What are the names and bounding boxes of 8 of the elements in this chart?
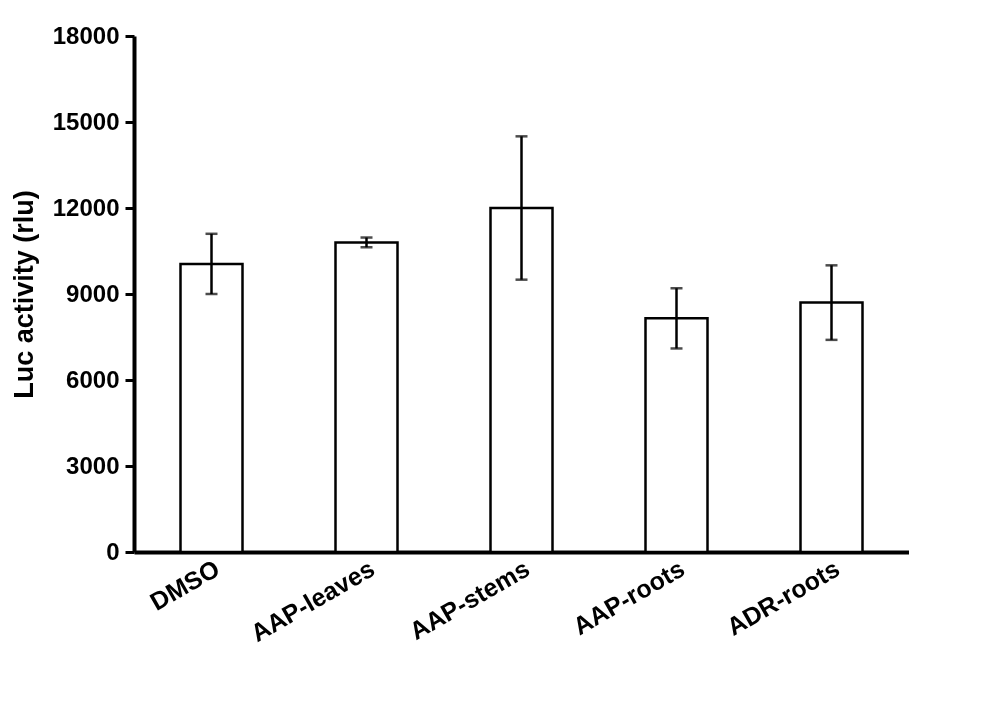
y-axis-title: Luc activity (rlu) — [8, 190, 39, 399]
y-tick-label: 3000 — [66, 451, 120, 479]
y-tick-label: 18000 — [52, 21, 120, 49]
y-tick-label: 15000 — [52, 107, 120, 135]
y-tick-label: 6000 — [66, 365, 120, 393]
y-tick-label: 12000 — [52, 193, 120, 221]
y-tick-label: 0 — [106, 537, 120, 565]
y-tick-label: 9000 — [66, 279, 120, 307]
